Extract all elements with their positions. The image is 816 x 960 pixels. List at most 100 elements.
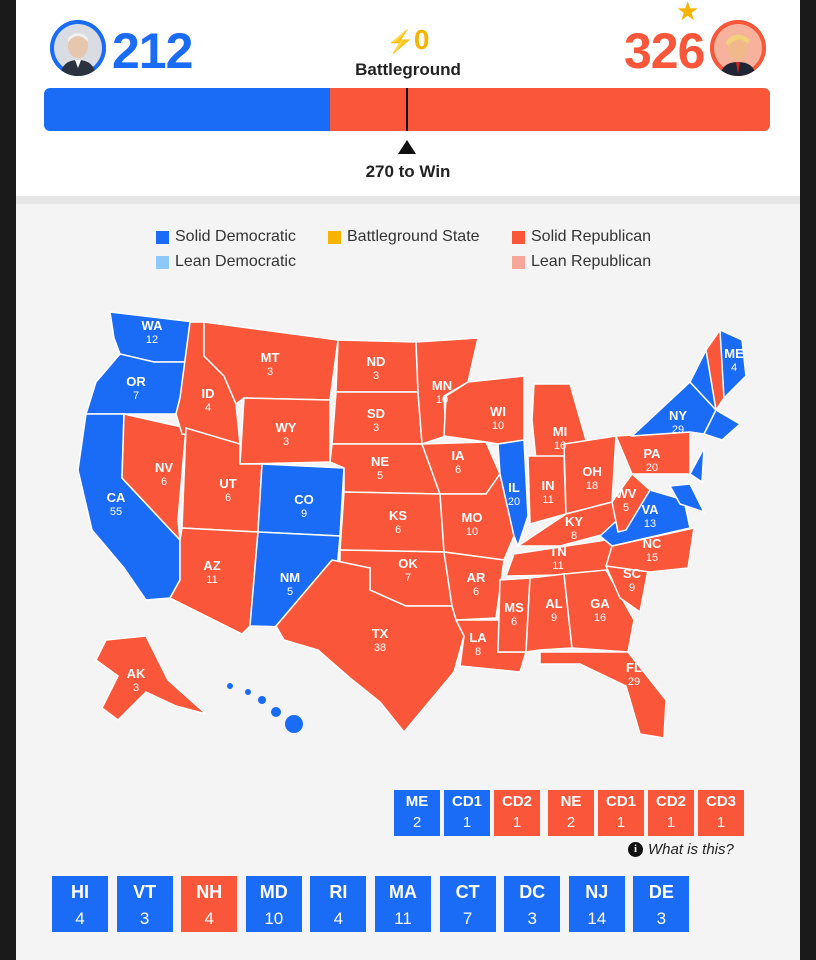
state-label-ut: UT: [219, 476, 236, 491]
state-label-mn: MN: [432, 378, 452, 393]
state-label-nv: NV: [155, 460, 173, 475]
state-ev-co: 9: [301, 508, 307, 520]
hawaii-island[interactable]: [271, 707, 281, 717]
hawaii-island[interactable]: [227, 683, 233, 689]
tile-state-ev: 4: [204, 909, 214, 928]
state-ev-ny: 29: [672, 424, 684, 436]
state-label-wi: WI: [490, 404, 506, 419]
nebraska-split-cell[interactable]: NE 2: [548, 790, 594, 836]
state-label-ny: NY: [669, 408, 687, 423]
nebraska-split-cell[interactable]: CD2 1: [648, 790, 694, 836]
state-label-ak: AK: [127, 666, 146, 681]
state-label-tx: TX: [372, 626, 389, 641]
to-win-marker-arrow: [398, 140, 416, 154]
legend-label: Solid Republican: [531, 228, 652, 245]
state-fl[interactable]: [539, 651, 667, 739]
state-label-sc: SC: [623, 566, 642, 581]
legend-swatch: [156, 255, 169, 269]
state-ev-ne: 5: [377, 470, 383, 482]
small-state-tile-vt[interactable]: VT 3: [116, 876, 173, 932]
state-ev-ak: 3: [133, 682, 139, 694]
results-header: 212 ⚡0 Battleground 326 ★ 270 to Win: [16, 0, 800, 196]
nebraska-split-cell[interactable]: CD1 1: [598, 790, 644, 836]
state-label-wa: WA: [142, 318, 164, 333]
state-wv[interactable]: [611, 472, 651, 533]
state-mt[interactable]: [203, 321, 339, 406]
tile-state-ev: 3: [527, 909, 537, 928]
state-label-wy: WY: [276, 420, 297, 435]
state-ev-tn: 11: [552, 560, 563, 572]
small-state-tile-nj[interactable]: NJ 14: [568, 876, 625, 932]
state-label-fl: FL: [626, 660, 642, 675]
tile-state-abbr: HI: [71, 882, 89, 902]
state-nv[interactable]: [121, 413, 187, 543]
hawaii-island[interactable]: [285, 715, 303, 733]
small-state-tile-ma[interactable]: MA 11: [375, 876, 431, 932]
state-wi[interactable]: [443, 375, 525, 445]
state-label-ky: KY: [565, 514, 583, 529]
state-ev-mi: 16: [554, 440, 566, 452]
hawaii-island[interactable]: [245, 689, 251, 695]
state-ne[interactable]: [329, 443, 442, 495]
small-state-tile-ct[interactable]: CT 7: [439, 876, 496, 932]
state-label-la: LA: [469, 630, 487, 645]
split-district-ev: 1: [666, 814, 676, 831]
small-state-tile-de[interactable]: DE 3: [633, 876, 690, 932]
state-ne-cluster-md[interactable]: [668, 483, 706, 514]
split-district-label: ME: [405, 793, 429, 810]
us-electoral-map: WA12OR7CA55NV6ID4MT3WY3UT6AZ11CO9NM5ND3S…: [77, 311, 747, 739]
state-al[interactable]: [525, 573, 573, 653]
split-district-label: CD2: [501, 793, 532, 810]
state-label-mi: MI: [553, 424, 567, 439]
tile-state-abbr: CT: [455, 882, 480, 902]
maine-split-cell[interactable]: ME 2: [394, 790, 440, 836]
small-state-tile-hi[interactable]: HI 4: [52, 876, 108, 932]
state-label-va: VA: [641, 502, 659, 517]
nebraska-split-cell[interactable]: CD3 1: [698, 790, 744, 836]
state-ev-il: 20: [508, 496, 520, 508]
maine-split-cell[interactable]: CD1 1: [444, 790, 490, 836]
state-ar[interactable]: [443, 551, 505, 621]
state-label-nd: ND: [367, 354, 386, 369]
info-icon: i: [628, 842, 643, 857]
tile-state-ev: 14: [587, 909, 607, 928]
hawaii-island[interactable]: [258, 696, 266, 704]
split-district-ev: 1: [716, 814, 726, 831]
state-ne-cluster-ma[interactable]: [702, 408, 742, 441]
small-state-tile-md[interactable]: MD 10: [245, 876, 302, 932]
state-label-mo: MO: [462, 510, 483, 525]
state-tx[interactable]: [275, 559, 465, 734]
what-is-this-link[interactable]: i What is this?: [628, 841, 734, 858]
state-ms[interactable]: [497, 577, 531, 653]
state-ev-mo: 10: [466, 526, 478, 538]
state-ev-sd: 3: [373, 422, 379, 434]
state-ev-nv: 6: [161, 476, 167, 488]
maine-split-cell[interactable]: CD2 1: [494, 790, 540, 836]
state-ne-cluster-nh[interactable]: [705, 327, 725, 412]
winner-star-icon: ★: [676, 0, 700, 26]
state-label-ia: IA: [452, 448, 466, 463]
state-label-oh: OH: [582, 464, 602, 479]
frame-right: [800, 0, 816, 960]
state-ne-cluster-nj[interactable]: [689, 447, 705, 484]
state-ev-ar: 6: [473, 586, 479, 598]
legend-label: Lean Republican: [531, 253, 652, 270]
split-district-label: CD2: [655, 793, 686, 810]
state-label-al: AL: [545, 596, 562, 611]
state-ak[interactable]: [95, 635, 207, 721]
state-label-ms: MS: [504, 600, 524, 615]
state-label-in: IN: [542, 478, 555, 493]
state-label-ok: OK: [398, 556, 418, 571]
small-state-tile-dc[interactable]: DC 3: [504, 876, 561, 932]
state-ev-nc: 15: [646, 552, 658, 564]
to-win-marker-line: [406, 88, 408, 131]
small-state-tile-ri[interactable]: RI 4: [310, 876, 367, 932]
tile-state-abbr: RI: [329, 882, 348, 902]
state-label-nc: NC: [643, 536, 662, 551]
legend-battleground: Battleground State: [328, 228, 480, 246]
legend-swatch: [512, 255, 525, 269]
legend-swatch: [328, 230, 341, 244]
state-label-mt: MT: [261, 350, 280, 365]
state-ev-la: 8: [475, 646, 481, 658]
small-state-tile-nh[interactable]: NH 4: [181, 876, 238, 932]
